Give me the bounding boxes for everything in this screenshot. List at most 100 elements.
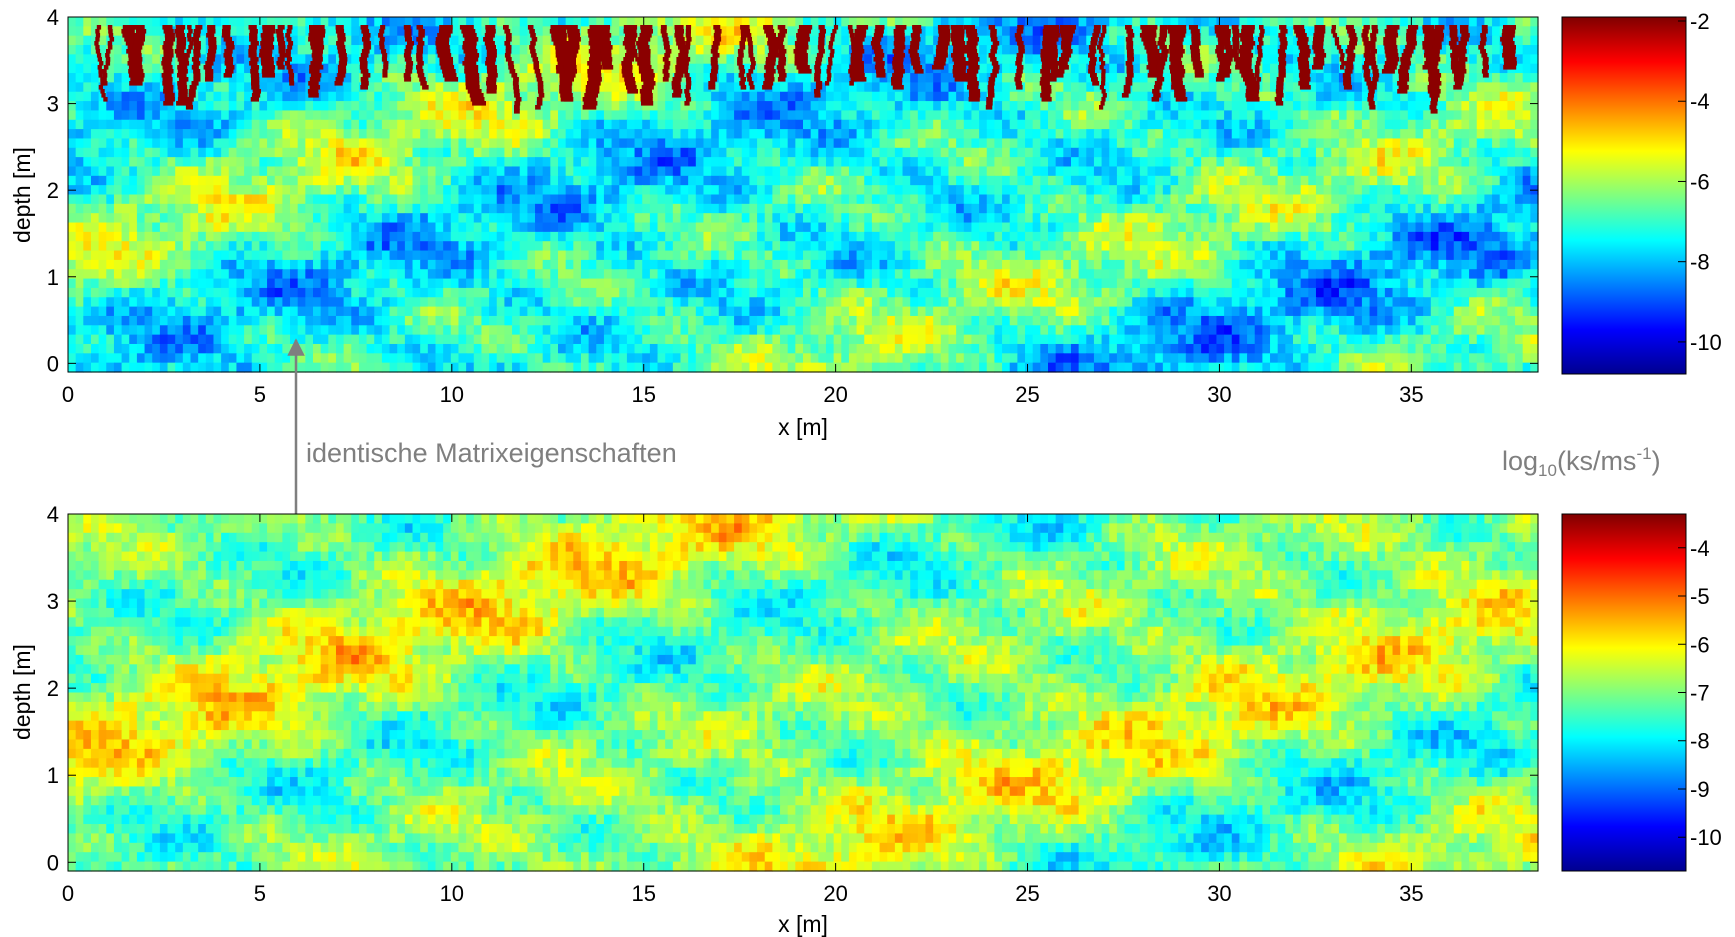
- heatmap-cell: [681, 185, 689, 195]
- heatmap-cell: [321, 129, 329, 139]
- heatmap-cell: [665, 120, 673, 130]
- heatmap-cell: [152, 176, 160, 186]
- heatmap-cell: [803, 138, 811, 148]
- heatmap-cell: [619, 120, 627, 130]
- heatmap-cell: [872, 176, 880, 186]
- heatmap-cell: [1002, 129, 1010, 139]
- heatmap-cell: [1040, 185, 1048, 195]
- heatmap-cell: [282, 223, 290, 233]
- heatmap-cell: [1232, 241, 1240, 251]
- heatmap-cell: [397, 213, 405, 223]
- heatmap-cell: [857, 241, 865, 251]
- heatmap-cell: [826, 101, 834, 111]
- heatmap-cell: [1293, 120, 1301, 130]
- heatmap-cell: [1293, 232, 1301, 242]
- heatmap-cell: [757, 251, 765, 261]
- heatmap-cell: [979, 241, 987, 251]
- heatmap-cell: [374, 120, 382, 130]
- heatmap-cell: [259, 166, 267, 176]
- heatmap-cell: [857, 120, 865, 130]
- heatmap-cell: [512, 148, 520, 158]
- heatmap-cell: [1186, 138, 1194, 148]
- heatmap-cell: [114, 195, 122, 205]
- heatmap-cell: [1477, 148, 1485, 158]
- heatmap-cell: [1163, 241, 1171, 251]
- heatmap-cell: [1247, 148, 1255, 158]
- heatmap-cell: [221, 120, 229, 130]
- heatmap-cell: [1523, 82, 1531, 92]
- heatmap-cell: [627, 110, 635, 120]
- heatmap-cell: [1247, 232, 1255, 242]
- heatmap-cell: [1048, 232, 1056, 242]
- heatmap-cell: [91, 120, 99, 130]
- heatmap-cell: [114, 73, 122, 83]
- heatmap-cell: [749, 176, 757, 186]
- heatmap-cell: [1155, 148, 1163, 158]
- heatmap-cell: [1140, 110, 1148, 120]
- heatmap-cell: [367, 176, 375, 186]
- heatmap-cell: [122, 223, 130, 233]
- heatmap-cell: [696, 251, 704, 261]
- heatmap-cell: [213, 185, 221, 195]
- heatmap-cell: [895, 101, 903, 111]
- heatmap-cell: [198, 120, 206, 130]
- top-heatmap: [68, 17, 1539, 373]
- heatmap-cell: [772, 148, 780, 158]
- heatmap-cell: [1056, 204, 1064, 214]
- heatmap-cell: [1308, 120, 1316, 130]
- heatmap-cell: [1270, 195, 1278, 205]
- heatmap-cell: [1507, 110, 1515, 120]
- heatmap-cell: [1416, 157, 1424, 167]
- heatmap-cell: [1431, 166, 1439, 176]
- heatmap-cell: [1324, 213, 1332, 223]
- heatmap-cell: [589, 213, 597, 223]
- heatmap-cell: [305, 185, 313, 195]
- heatmap-cell: [933, 195, 941, 205]
- heatmap-cell: [1132, 185, 1140, 195]
- heatmap-cell: [1132, 251, 1140, 261]
- heatmap-cell: [420, 166, 428, 176]
- heatmap-cell: [206, 129, 214, 139]
- heatmap-cell: [1071, 213, 1079, 223]
- heatmap-cell: [696, 45, 704, 55]
- heatmap-cell: [612, 110, 620, 120]
- heatmap-cell: [1477, 204, 1485, 214]
- heatmap-cell: [933, 213, 941, 223]
- heatmap-cell: [788, 92, 796, 102]
- heatmap-cell: [267, 82, 275, 92]
- heatmap-cell: [811, 251, 819, 261]
- heatmap-cell: [275, 232, 283, 242]
- heatmap-cell: [933, 176, 941, 186]
- heatmap-cell: [436, 148, 444, 158]
- heatmap-cell: [1377, 45, 1385, 55]
- heatmap-cell: [481, 166, 489, 176]
- heatmap-cell: [298, 73, 306, 83]
- heatmap-cell: [550, 73, 558, 83]
- heatmap-cell: [872, 157, 880, 167]
- heatmap-cell: [535, 195, 543, 205]
- heatmap-cell: [1040, 251, 1048, 261]
- heatmap-cell: [589, 223, 597, 233]
- heatmap-cell: [971, 138, 979, 148]
- heatmap-cell: [933, 232, 941, 242]
- heatmap-cell: [1293, 157, 1301, 167]
- heatmap-cell: [703, 213, 711, 223]
- heatmap-cell: [573, 232, 581, 242]
- heatmap-cell: [1148, 213, 1156, 223]
- heatmap-cell: [1117, 195, 1125, 205]
- heatmap-cell: [1010, 138, 1018, 148]
- heatmap-cell: [328, 36, 336, 46]
- heatmap-cell: [941, 82, 949, 92]
- heatmap-cell: [481, 204, 489, 214]
- heatmap-cell: [1354, 120, 1362, 130]
- heatmap-cell: [872, 232, 880, 242]
- heatmap-cell: [1193, 232, 1201, 242]
- heatmap-cell: [918, 195, 926, 205]
- heatmap-cell: [658, 176, 666, 186]
- heatmap-cell: [711, 166, 719, 176]
- heatmap-cell: [206, 232, 214, 242]
- heatmap-cell: [160, 195, 168, 205]
- heatmap-cell: [1270, 241, 1278, 251]
- heatmap-cell: [1102, 148, 1110, 158]
- heatmap-cell: [1262, 45, 1270, 55]
